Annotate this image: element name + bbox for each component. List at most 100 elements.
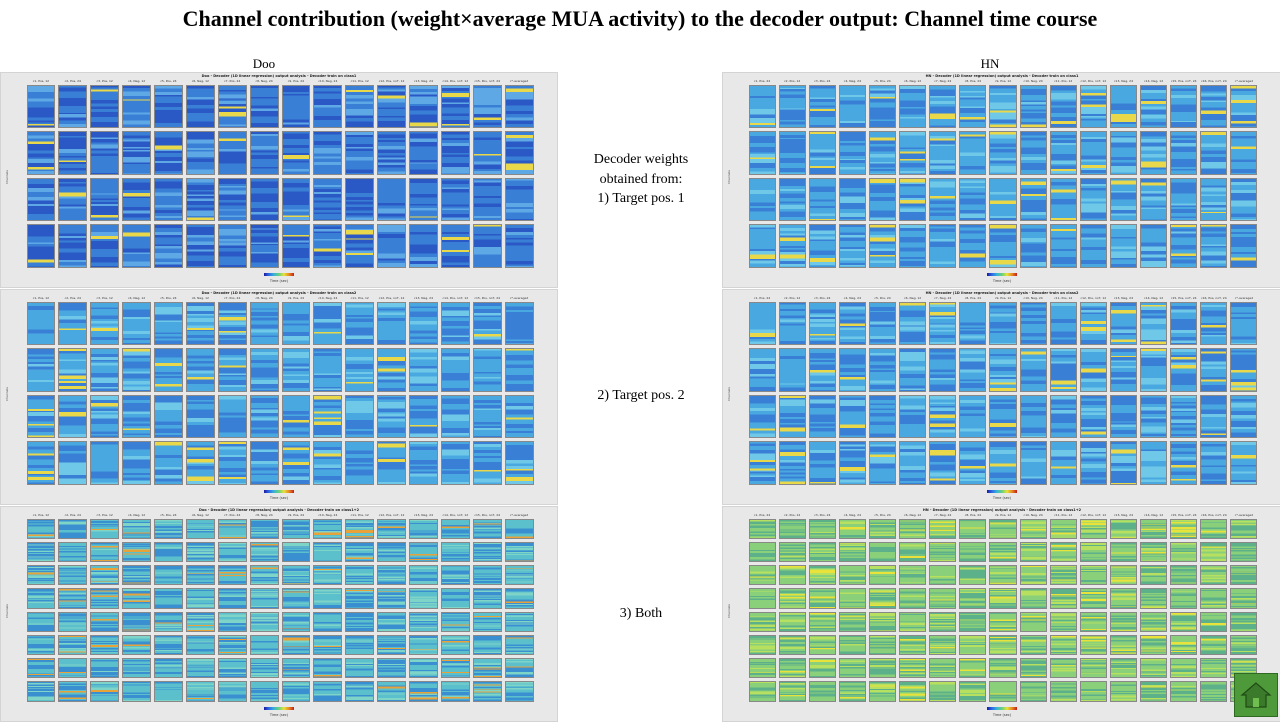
home-icon: [1240, 682, 1272, 708]
note-row2-line1: 2) Target pos. 2: [597, 388, 685, 403]
heatmap-cell: [1230, 441, 1258, 485]
column-header: c4, Neg, 24: [843, 79, 861, 83]
heatmap-cell: [185, 177, 215, 221]
heatmap-cell: [58, 177, 88, 221]
heatmap-cell: [185, 681, 215, 702]
heatmap-cell: [154, 588, 183, 609]
column-header: c13, Neg, 24: [1113, 296, 1133, 300]
heatmap-cell: [959, 177, 987, 221]
heatmap-cell: [249, 518, 279, 539]
heatmap-cell: [1170, 394, 1198, 438]
heatmap-cell: [122, 301, 151, 345]
heatmap-cell: [504, 634, 534, 655]
heatmap-cell: [281, 611, 311, 632]
heatmap-cell: [1140, 634, 1168, 655]
column-header: c2, Pos, 12: [784, 296, 801, 300]
heatmap-cell: [959, 658, 987, 679]
heatmap-cell: [377, 611, 406, 632]
heatmap-cell: [313, 611, 343, 632]
heatmap-cell: [281, 394, 311, 438]
heatmap-cell: [281, 84, 311, 128]
panel-title: Doo - Decoder (1D linear regression) out…: [201, 291, 357, 295]
heatmap-cell: [377, 177, 406, 221]
column-header: c11, Pos, 12: [350, 296, 369, 300]
heatmap-cell: [345, 177, 375, 221]
heatmap-cell: [989, 84, 1017, 128]
heatmap-cell: [1200, 634, 1228, 655]
panel-title: HN - Decoder (1D linear regression) outp…: [925, 291, 1079, 295]
figure-panel-doo-2: Doo - Decoder (1D linear regression) out…: [0, 289, 558, 505]
heatmap-cell: [90, 565, 120, 586]
heatmap-cell: [808, 394, 836, 438]
heatmap-cell: [249, 634, 279, 655]
heatmap-cell: [1079, 394, 1107, 438]
heatmap-cell: [345, 131, 375, 175]
heatmap-cell: [959, 301, 987, 345]
heatmap-cell: [1200, 588, 1228, 609]
heatmap-cell: [778, 634, 806, 655]
heatmap-cell: [1170, 611, 1198, 632]
heatmap-cell: [748, 177, 776, 221]
heatmap-cell: [989, 681, 1017, 702]
heatmap-cell: [504, 658, 534, 679]
heatmap-cell: [504, 441, 534, 485]
heatmap-cell: [868, 224, 897, 268]
column-header: c3, Pos, 24: [814, 296, 831, 300]
heatmap-cell: [58, 518, 88, 539]
column-header: c13, Neg, 24: [1113, 513, 1133, 517]
heatmap-cell: [808, 681, 836, 702]
heatmap-cell: [504, 84, 534, 128]
heatmap-cell: [249, 441, 279, 485]
heatmap-cell: [472, 541, 502, 562]
column-header: c10, Neg, 24: [318, 79, 338, 83]
heatmap-cell: [1079, 681, 1107, 702]
heatmap-cell: [185, 441, 215, 485]
heatmap-cell: [899, 518, 927, 539]
column-header: c7, Pos, 24: [224, 513, 241, 517]
heatmap-cell: [1049, 131, 1077, 175]
heatmap-cell: [1170, 348, 1198, 392]
heatmap-cell: [185, 565, 215, 586]
column-header: c5, Pos, 24: [874, 79, 891, 83]
heatmap-cell: [154, 177, 183, 221]
heatmap-cell: [377, 634, 406, 655]
heatmap-cell: [217, 301, 247, 345]
heatmap-cell: [1140, 681, 1168, 702]
heatmap-cell: [959, 681, 987, 702]
heatmap-cell: [377, 394, 406, 438]
heatmap-cell: [313, 131, 343, 175]
heatmap-cell: [409, 518, 438, 539]
column-header: c15, Pos, noT, 24: [474, 513, 501, 517]
heatmap-cell: [778, 177, 806, 221]
heatmap-cell: [58, 348, 88, 392]
panel-title: Doo - Decoder (1D linear regression) out…: [198, 508, 360, 512]
heatmap-cell: [472, 634, 502, 655]
column-header: c4, Neg, 12: [127, 296, 146, 300]
heatmap-cell: [90, 301, 120, 345]
heatmap-cell: [409, 177, 438, 221]
column-header: c5, Pos, 24: [874, 296, 891, 300]
heatmap-cell: [249, 611, 279, 632]
heatmap-cell: [504, 611, 534, 632]
column-header: c3, Pos, 12: [96, 296, 113, 300]
heatmap-cell: [1200, 224, 1228, 268]
heatmap-cell: [1140, 565, 1168, 586]
heatmap-cell: [868, 611, 897, 632]
heatmap-cell: [1140, 394, 1168, 438]
heatmap-cell: [959, 394, 987, 438]
figure-panel-hn-1: HN - Decoder (1D linear regression) outp…: [722, 72, 1280, 288]
column-header: c6, Neg, 12: [904, 513, 922, 517]
column-header: c5, Pos, 24: [160, 79, 177, 83]
home-button[interactable]: [1234, 673, 1278, 717]
colorbar: [987, 707, 1017, 710]
heatmap-cell: [504, 131, 534, 175]
heatmap-cell: [26, 518, 56, 539]
heatmap-cell: [868, 681, 897, 702]
column-header: c8, Pos, 24: [964, 79, 982, 83]
column-header: c11, Pos, 12: [350, 513, 369, 517]
heatmap-cell: [26, 588, 56, 609]
heatmap-cell: [1140, 131, 1168, 175]
heatmap-cell: [989, 588, 1017, 609]
heatmap-cell: [1140, 441, 1168, 485]
heatmap-cell: [1170, 565, 1198, 586]
